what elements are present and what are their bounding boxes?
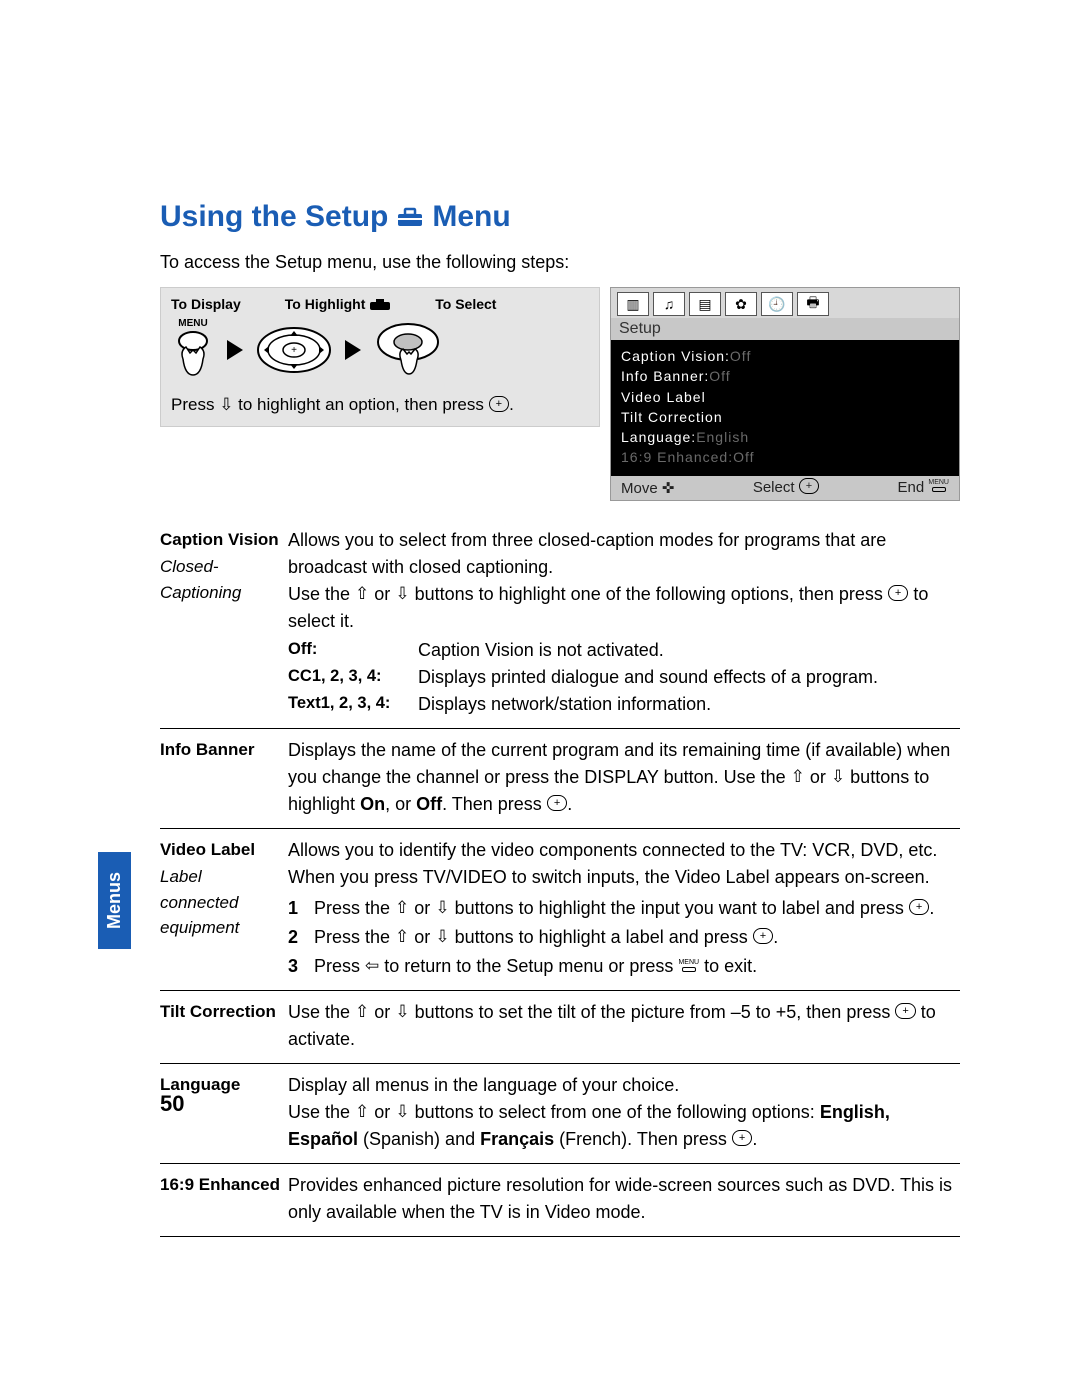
table-row: Info Banner Displays the name of the cur… (160, 728, 960, 828)
osd-tab-icon: ▤ (689, 292, 721, 316)
left-arrow-icon: ⇦ (365, 953, 379, 979)
press-instruction: Press ⇩ to highlight an option, then pre… (171, 389, 589, 416)
toolbox-icon (396, 206, 424, 228)
row-body: Allows you to select from three closed-c… (288, 527, 960, 718)
table-row: Video Label Label connected equipment Al… (160, 828, 960, 990)
heading-to-select: To Select (435, 296, 496, 312)
row-subheading: Label connected equipment (160, 864, 280, 941)
enter-pill-icon: + (547, 795, 567, 811)
row-body: Display all menus in the language of you… (288, 1072, 960, 1153)
title-suffix: Menu (432, 200, 510, 234)
menu-button-icon: MENU (678, 959, 699, 972)
down-arrow-icon: ⇩ (219, 395, 233, 415)
instruction-diagram: To Display To Highlight To Select MENU (160, 287, 960, 501)
row-heading: Caption Vision (160, 527, 280, 553)
osd-footer: Move ✜ Select + End MENU (611, 476, 959, 500)
osd-tab-icon: 🕘 (761, 292, 793, 316)
row-body: Displays the name of the current program… (288, 737, 960, 818)
osd-menu-body: Caption Vision:Off Info Banner:Off Video… (611, 340, 959, 476)
steps-panel: To Display To Highlight To Select MENU (160, 287, 600, 427)
page-title: Using the Setup Menu (160, 200, 960, 234)
heading-to-highlight: To Highlight (285, 296, 392, 312)
row-body: Allows you to identify the video compone… (288, 837, 960, 980)
osd-tab-icon: ✿ (725, 292, 757, 316)
up-arrow-icon: ⇧ (355, 581, 369, 607)
osd-tab-icon: ♫ (653, 292, 685, 316)
select-press-illustration (373, 320, 443, 380)
arrow-right-icon (345, 340, 361, 360)
heading-to-display: To Display (171, 296, 241, 312)
osd-setup-label: Setup (611, 318, 959, 340)
row-body: Use the ⇧ or ⇩ buttons to set the tilt o… (288, 999, 960, 1053)
enter-pill-icon: + (888, 585, 908, 601)
table-row: 16:9 Enhanced Provides enhanced picture … (160, 1163, 960, 1237)
row-body: Provides enhanced picture resolution for… (288, 1172, 960, 1226)
dpad-illustration: + (255, 323, 333, 377)
row-heading: 16:9 Enhanced (160, 1172, 280, 1198)
up-arrow-icon: ⇧ (791, 764, 805, 790)
section-tab: Menus (98, 852, 131, 949)
table-row: Tilt Correction Use the ⇧ or ⇩ buttons t… (160, 990, 960, 1063)
row-heading: Info Banner (160, 737, 280, 763)
table-row: Caption Vision Closed-Captioning Allows … (160, 519, 960, 728)
menu-button-illustration: MENU (171, 318, 215, 381)
osd-tab-icon: ▥ (617, 292, 649, 316)
title-prefix: Using the Setup (160, 200, 388, 234)
page-number: 50 (160, 1091, 184, 1117)
arrow-right-icon (227, 340, 243, 360)
down-arrow-icon: ⇩ (395, 581, 409, 607)
down-arrow-icon: ⇩ (831, 764, 845, 790)
osd-tab-row: ▥ ♫ ▤ ✿ 🕘 🖶 (611, 288, 959, 318)
osd-tab-icon: 🖶 (797, 292, 829, 316)
svg-text:+: + (291, 345, 297, 356)
options-table: Caption Vision Closed-Captioning Allows … (160, 519, 960, 1237)
osd-preview: ▥ ♫ ▤ ✿ 🕘 🖶 Setup Caption Vision:Off Inf… (610, 287, 960, 501)
table-row: Language Display all menus in the langua… (160, 1063, 960, 1163)
enter-pill-icon: + (489, 396, 509, 412)
row-heading: Video Label (160, 837, 280, 863)
row-heading: Tilt Correction (160, 999, 280, 1025)
intro-text: To access the Setup menu, use the follow… (160, 252, 960, 273)
row-subheading: Closed-Captioning (160, 554, 280, 605)
